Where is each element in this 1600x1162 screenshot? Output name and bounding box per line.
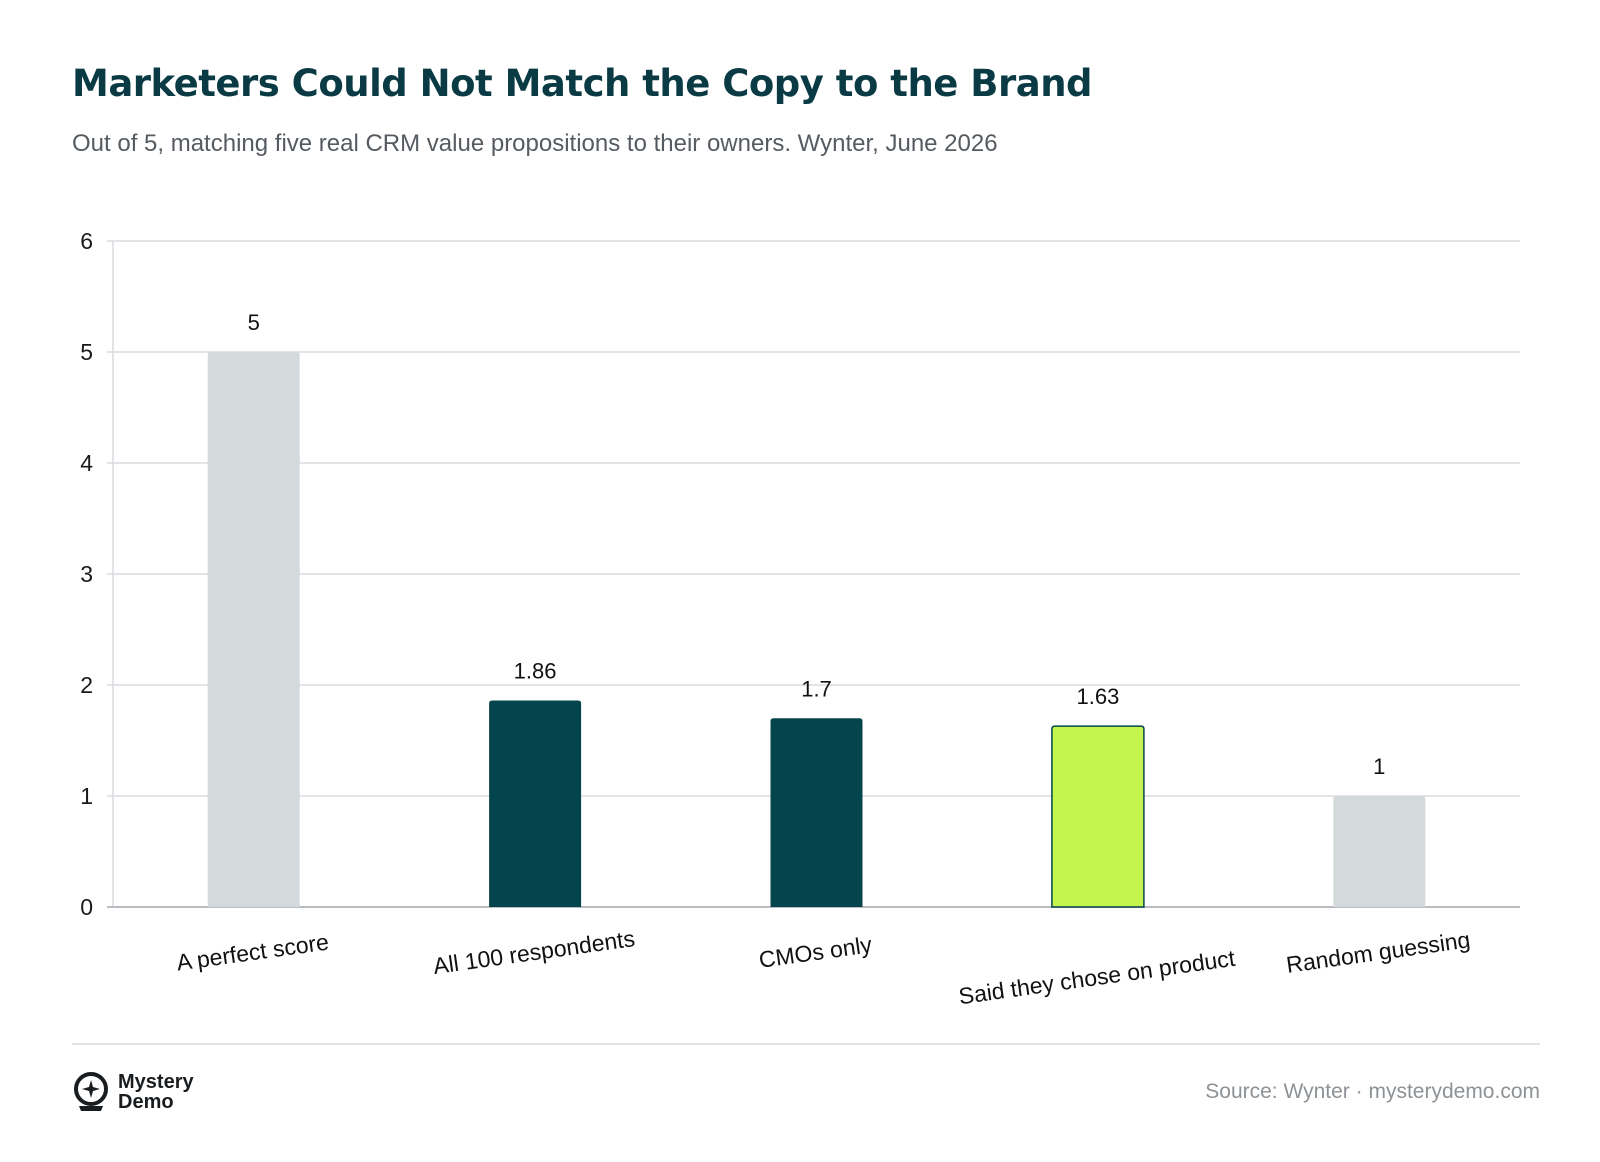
x-tick-label: A perfect score	[175, 929, 331, 976]
data-label: 5	[248, 310, 260, 335]
y-tick-label: 3	[80, 561, 93, 587]
y-tick-label: 0	[80, 894, 93, 920]
y-tick-labels: 0 1 2 3 4 5 6	[80, 228, 93, 920]
data-label: 1.86	[514, 659, 557, 684]
brand-logo[interactable]: Mystery Demo	[72, 1072, 194, 1112]
y-tick-label: 4	[80, 450, 93, 476]
bar-all-100-respondents[interactable]	[489, 700, 582, 907]
bar-random-guessing[interactable]	[1333, 796, 1426, 907]
logo-line-2: Demo	[118, 1091, 174, 1113]
y-tick-label: 6	[80, 228, 93, 254]
crystal-ball-icon	[74, 1072, 108, 1111]
x-tick-label: All 100 respondents	[432, 925, 637, 979]
x-tick-label: Said they chose on product	[957, 945, 1237, 1010]
source-note: Source: Wynter · mysterydemo.com	[1205, 1080, 1540, 1103]
x-tick-labels: A perfect score All 100 respondents CMOs o…	[175, 925, 1472, 1009]
chart-subtitle: Out of 5, matching five real CRM value p…	[72, 130, 998, 157]
logo-wordmark: Mystery Demo	[118, 1072, 194, 1112]
x-tick-label: Random guessing	[1285, 926, 1472, 978]
x-tick-label: CMOs only	[757, 931, 874, 973]
y-tick-label: 2	[80, 672, 93, 698]
data-labels: 5 1.86 1.7 1.63 1	[248, 310, 1386, 779]
data-label: 1.63	[1076, 684, 1119, 709]
logo-line-1: Mystery	[118, 1071, 194, 1093]
grid-lines	[107, 240, 1520, 797]
bars	[207, 352, 1426, 908]
chart-title: Marketers Could Not Match the Copy to th…	[72, 62, 1093, 105]
bar-a-perfect-score[interactable]	[207, 352, 300, 907]
bar-chart: 5 1.86 1.7 1.63 1 A perfect score All 100 res…	[80, 228, 1520, 1009]
data-label: 1.7	[801, 676, 832, 701]
bar-said-they-chose-on-product[interactable]	[1051, 725, 1145, 908]
footer-divider	[72, 1043, 1540, 1045]
bar-cmos-only[interactable]	[770, 718, 863, 907]
data-label: 1	[1373, 754, 1385, 779]
y-tick-label: 5	[80, 339, 93, 365]
y-tick-label: 1	[80, 783, 93, 809]
